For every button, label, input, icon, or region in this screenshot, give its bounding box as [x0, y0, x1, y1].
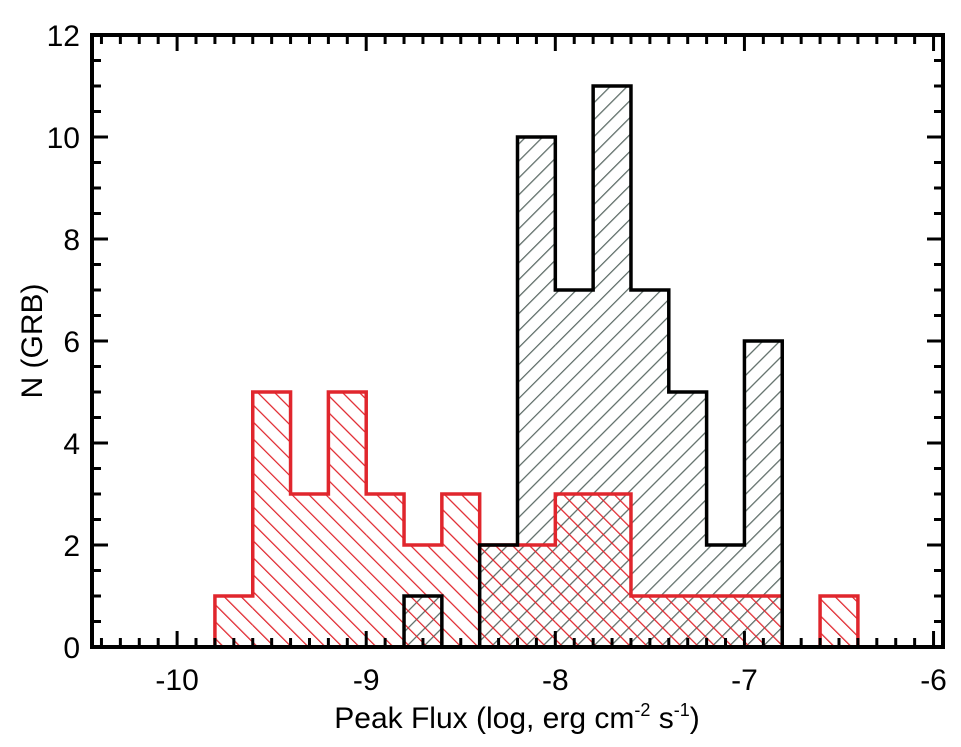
- x-tick-label: -6: [920, 664, 947, 697]
- bar-series1-bin-2: [290, 494, 329, 647]
- x-tick-label: -9: [353, 664, 380, 697]
- y-tick-label: 6: [63, 326, 80, 359]
- plot-frame: [90, 33, 945, 649]
- y-tick-label: 4: [63, 428, 80, 461]
- bar-series1-bin-8: [517, 545, 556, 647]
- bar-series1-bin-9: [555, 494, 594, 647]
- bar-series1-bin-6: [441, 494, 480, 647]
- bar-series1-bin-4: [366, 494, 405, 647]
- x-tick-label: -8: [542, 664, 569, 697]
- x-tick-labels: -10 -9 -8 -7 -6: [155, 664, 946, 697]
- bar-series1-bin-7: [479, 545, 518, 647]
- y-tick-label: 8: [63, 224, 80, 257]
- outline-layer: [213, 84, 860, 647]
- y-axis-label: N (GRB): [16, 284, 49, 399]
- histogram-outline-series1: [213, 390, 860, 647]
- y-tick-labels: 0 2 4 6 8 10 12: [47, 20, 80, 665]
- bar-series2-bin-11: [630, 290, 669, 647]
- x-tick-label: -10: [155, 664, 198, 697]
- histogram-outline-series2: [402, 84, 785, 647]
- x-tick-label: -7: [731, 664, 758, 697]
- y-tick-label: 10: [47, 122, 80, 155]
- bar-series1-bin-1: [252, 392, 291, 647]
- x-axis-label: Peak Flux (log, erg cm-2 s-1): [334, 700, 699, 735]
- y-tick-label: 0: [63, 632, 80, 665]
- bar-series1-bin-10: [593, 494, 631, 647]
- bar-series1-bin-3: [328, 392, 367, 647]
- y-tick-label: 2: [63, 530, 80, 563]
- bars-layer: [214, 86, 858, 647]
- y-tick-label: 12: [47, 20, 80, 53]
